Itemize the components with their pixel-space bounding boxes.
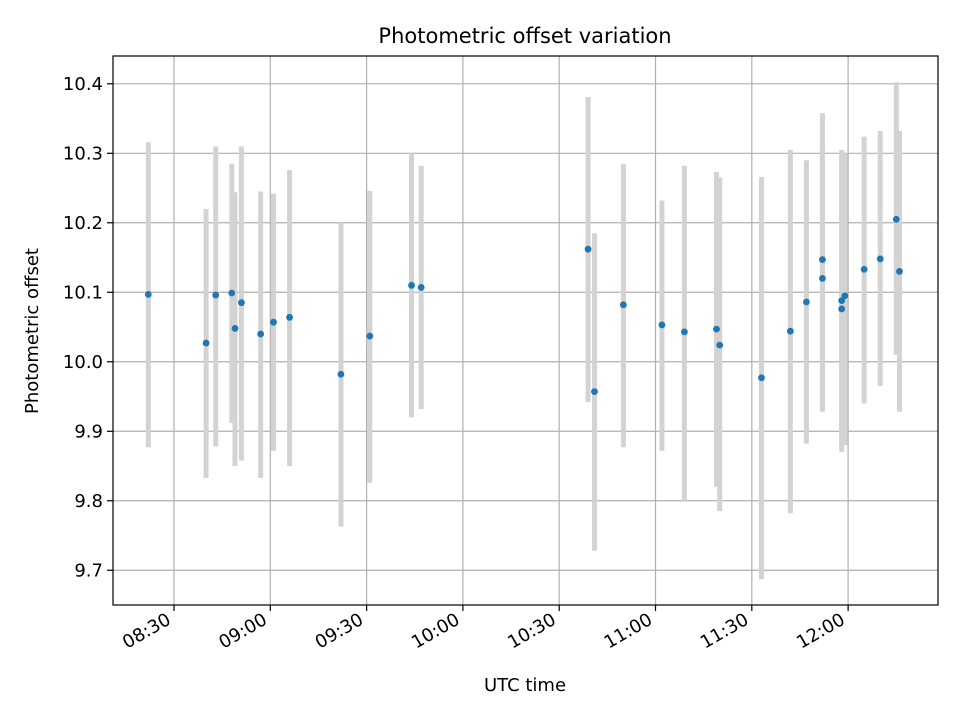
data-point [758,374,765,382]
data-point [786,327,794,335]
data-point [876,255,884,263]
data-point [838,305,846,313]
data-point [257,330,265,338]
y-tick-label: 9.8 [74,491,103,512]
data-point [841,292,849,300]
data-point [366,332,374,340]
data-point [892,215,900,223]
grid [113,56,938,605]
data-point [228,289,236,297]
data-point [860,265,868,273]
data-point [838,297,846,305]
data-point [620,301,627,309]
data-point [144,290,152,298]
data-point [202,339,210,347]
data-point [802,298,810,306]
y-axis-label: Photometric offset [22,248,43,414]
y-tick-label: 10.0 [63,352,103,373]
data-point [819,274,826,282]
y-tick-label: 10.4 [63,74,103,95]
data-point [238,299,245,307]
data-point [417,284,425,291]
data-point [231,325,239,332]
data-point [212,291,220,299]
y-tick-label: 10.1 [63,282,103,303]
data-point [591,388,598,396]
data-point [286,313,293,321]
data-point [337,370,345,378]
data-point [819,256,826,264]
y-tick-label: 10.2 [63,213,103,234]
y-tick-label: 9.7 [74,560,103,581]
chart-title: Photometric offset variation [378,24,671,48]
x-axis-label: UTC time [484,675,566,696]
data-points [144,215,903,396]
data-point [713,325,720,333]
data-point [270,318,277,326]
plot-frame [112,55,939,606]
data-point [681,328,688,336]
data-point [658,321,666,329]
y-tick-label: 10.3 [63,143,103,164]
y-tick-label: 9.9 [74,421,103,442]
data-point [584,245,592,253]
data-point [896,268,903,275]
data-point [716,341,724,349]
data-point [408,281,415,289]
